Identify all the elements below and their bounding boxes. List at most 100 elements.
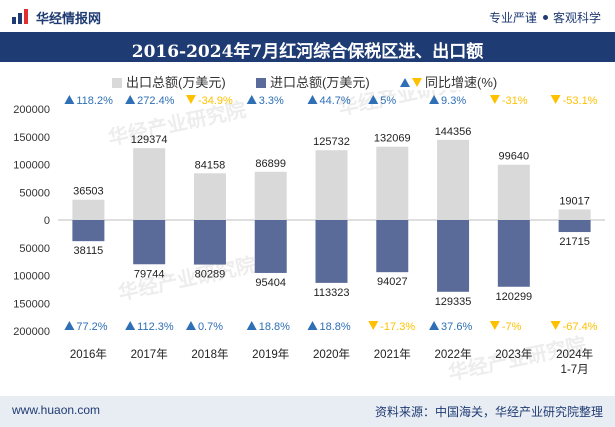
import-bar [72, 220, 105, 242]
up-arrow-icon [246, 95, 257, 104]
import-bar [437, 220, 470, 292]
up-arrow-icon [64, 321, 75, 330]
export-value-label: 132069 [374, 133, 411, 145]
y-tick-label: 150000 [13, 132, 50, 144]
up-arrow-icon [429, 321, 440, 330]
export-bar [437, 139, 470, 220]
export-bar [72, 199, 105, 220]
y-tick-label: 50000 [19, 243, 50, 255]
x-tick-label: 2019年 [252, 347, 289, 361]
export-bar [254, 171, 287, 220]
import-bar [193, 220, 226, 265]
import-yoy-label: 18.8% [320, 321, 351, 333]
x-tick-label-line2: 1-7月 [561, 364, 589, 376]
tagline-objective: 客观科学 [552, 11, 601, 25]
legend-yoy: 同比增速(%) [400, 72, 497, 91]
y-tick-label: 50000 [19, 187, 50, 199]
import-bar [315, 220, 348, 283]
y-tick-label: 100000 [13, 271, 50, 283]
y-tick-label: 100000 [13, 160, 50, 172]
import-yoy-label: -17.3% [380, 321, 415, 333]
import-value-label: 95404 [255, 277, 286, 289]
import-value-label: 120299 [495, 291, 532, 303]
up-arrow-icon [125, 95, 136, 104]
legend-import-label: 进口总额(万美元) [270, 75, 370, 90]
export-bar [133, 148, 166, 220]
up-arrow-icon [307, 321, 318, 330]
export-bar [376, 146, 409, 220]
down-arrow-icon [550, 95, 561, 104]
y-tick-label: 200000 [13, 326, 50, 338]
export-value-label: 19017 [559, 195, 590, 207]
import-bar [558, 220, 591, 233]
import-yoy-label: 112.3% [137, 321, 174, 333]
top-bar: 华经情报网 专业严谨 客观科学 [0, 0, 615, 32]
import-value-label: 21715 [559, 236, 590, 248]
export-bar [497, 164, 530, 220]
import-yoy-label: 18.8% [259, 321, 290, 333]
up-arrow-icon [64, 95, 75, 104]
import-value-label: 38115 [73, 245, 103, 257]
export-yoy-label: 3.3% [259, 95, 284, 107]
export-yoy-label: 5% [380, 95, 396, 107]
chart-area: 华经产业研究院华经产业研究院华经产业研究院华经产业研究院200000150000… [13, 90, 605, 385]
chart-legend: 出口总额(万美元) 进口总额(万美元) 同比增速(%) [0, 72, 615, 90]
x-tick-label: 2022年 [435, 347, 472, 361]
y-tick-label: 200000 [13, 104, 50, 116]
brand-tagline: 专业严谨 客观科学 [489, 9, 601, 26]
import-yoy-label: 37.6% [441, 321, 472, 333]
up-arrow-icon [246, 321, 257, 330]
import-swatch-icon [256, 78, 266, 88]
export-value-label: 99640 [499, 151, 530, 163]
x-tick-label: 2021年 [374, 347, 411, 361]
export-value-label: 84158 [195, 159, 226, 171]
import-bar [254, 220, 287, 273]
x-tick-label: 2024年 [556, 347, 593, 361]
x-tick-label: 2020年 [313, 347, 350, 361]
down-arrow-icon [489, 321, 500, 330]
export-yoy-label: -53.1% [563, 95, 598, 107]
x-tick-label: 2016年 [70, 347, 107, 361]
legend-export: 出口总额(万美元) [112, 72, 226, 91]
export-value-label: 36503 [73, 186, 104, 198]
export-swatch-icon [112, 78, 122, 88]
import-bar [376, 220, 409, 273]
export-value-label: 86899 [255, 158, 286, 170]
import-value-label: 129335 [435, 296, 472, 308]
export-yoy-label: 9.3% [441, 95, 466, 107]
y-tick-label: 150000 [13, 298, 50, 310]
footer-bar: www.huaon.com 资料来源：中国海关，华经产业研究院整理 [0, 396, 615, 427]
import-value-label: 113323 [314, 287, 350, 299]
export-bar [558, 209, 591, 220]
up-arrow-icon [429, 95, 440, 104]
up-arrow-icon [125, 321, 136, 330]
down-arrow-icon [550, 321, 561, 330]
yoy-arrows-icon [400, 78, 422, 87]
footer-source: 资料来源：中国海关，华经产业研究院整理 [374, 405, 603, 419]
export-yoy-label: -31% [502, 95, 528, 107]
import-yoy-label: -67.4% [563, 321, 598, 333]
legend-import: 进口总额(万美元) [256, 72, 370, 91]
export-value-label: 125732 [313, 136, 350, 148]
export-value-label: 144356 [435, 126, 472, 138]
import-value-label: 94027 [377, 276, 408, 288]
brand-name: 华经情报网 [36, 11, 102, 26]
export-yoy-label: 44.7% [320, 95, 351, 107]
down-arrow-icon [185, 95, 196, 104]
chart-title: 2016-2024年7月红河综合保税区进、出口额 [131, 42, 484, 62]
import-value-label: 80289 [195, 269, 226, 281]
import-yoy-label: 77.2% [76, 321, 107, 333]
export-yoy-label: 272.4% [137, 95, 175, 107]
separator-dot-icon [542, 15, 548, 21]
export-yoy-label: 118.2% [76, 95, 113, 107]
title-bar: 2016-2024年7月红河综合保税区进、出口额 [0, 32, 615, 62]
x-tick-label: 2023年 [495, 347, 532, 361]
import-bar [133, 220, 166, 265]
down-arrow-icon [368, 321, 379, 330]
up-arrow-icon [368, 95, 379, 104]
tagline-professional: 专业严谨 [488, 11, 537, 25]
up-arrow-icon [307, 95, 318, 104]
export-bar [193, 173, 226, 220]
huajing-logo-icon [12, 9, 28, 24]
export-bar [315, 150, 348, 220]
